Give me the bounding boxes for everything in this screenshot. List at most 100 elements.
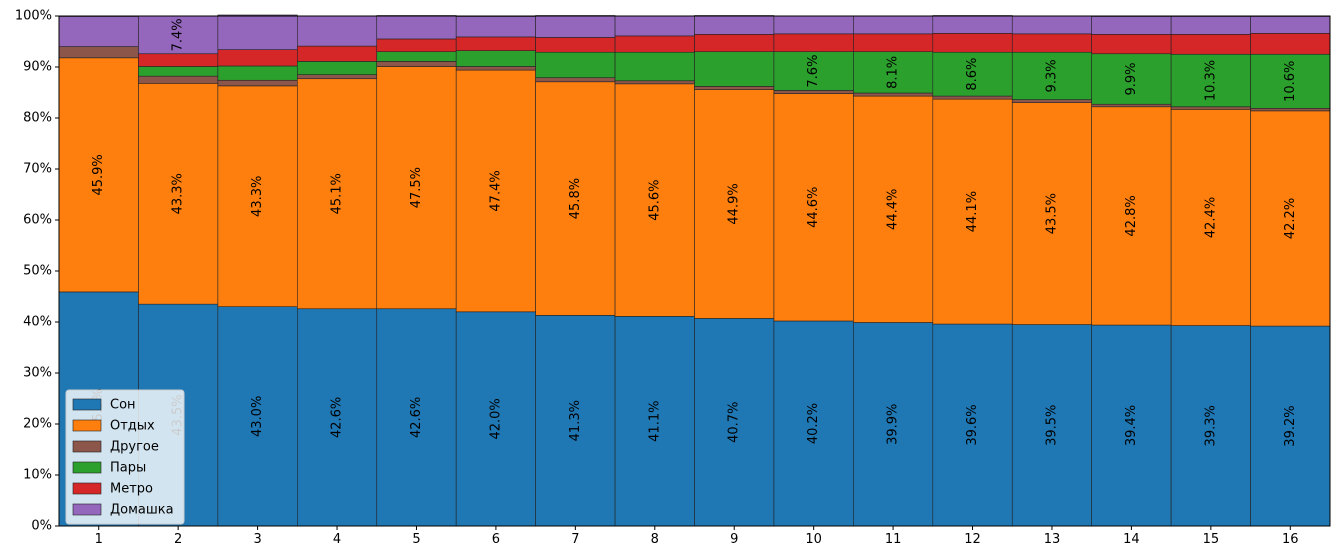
bar-segment (297, 15, 378, 47)
bar-segment (1170, 106, 1251, 110)
data-label: 9.3% (1044, 59, 1059, 92)
bar-segment (1091, 53, 1172, 105)
data-label: 40.7% (727, 402, 742, 443)
bar-segment (455, 311, 536, 527)
bar-segment (853, 15, 934, 35)
bar-segment (376, 61, 457, 67)
bar-segment (1011, 99, 1092, 103)
bar-segment (614, 51, 695, 82)
data-label: 42.6% (330, 397, 345, 438)
bar-segment (614, 35, 695, 53)
data-label: 44.4% (886, 189, 901, 230)
data-label: 9.9% (1124, 62, 1139, 95)
bar-segment (932, 51, 1013, 97)
x-tick-label: 2 (174, 532, 182, 547)
bar-segment (773, 15, 854, 35)
bar-segment (535, 15, 616, 38)
bar-segment (932, 98, 1013, 325)
data-label: 44.1% (965, 191, 980, 232)
bar-segment (455, 69, 536, 313)
bar-segment (1170, 34, 1251, 55)
bar-segment (1250, 33, 1331, 55)
data-label: 8.6% (965, 58, 980, 91)
data-label: 40.2% (806, 403, 821, 444)
data-label: 43.3% (171, 173, 186, 214)
data-label: 47.4% (488, 170, 503, 211)
y-tick-label: 40% (23, 315, 52, 330)
bar-segment (694, 86, 775, 90)
data-label: 45.6% (647, 179, 662, 220)
legend-label: Домашка (110, 503, 174, 518)
bar-segment (932, 33, 1013, 53)
y-tick-label: 60% (23, 213, 52, 228)
bar-segment (217, 14, 298, 50)
y-tick-label: 80% (23, 111, 52, 126)
y-tick-label: 0% (31, 519, 52, 534)
bar-segment (694, 89, 775, 319)
data-label: 10.6% (1283, 61, 1298, 102)
bar-segment (1091, 103, 1172, 108)
bar-segment (376, 38, 457, 53)
bar-segment (217, 49, 298, 67)
bars-layer (58, 14, 1331, 527)
bar-segment (1170, 325, 1251, 527)
bar-segment (535, 77, 616, 83)
data-label: 39.5% (1044, 405, 1059, 446)
x-tick-label: 8 (651, 532, 659, 547)
legend-label: Другое (110, 440, 159, 455)
bar-segment (58, 46, 139, 59)
data-label: 39.3% (1203, 405, 1218, 446)
bar-segment (1170, 53, 1251, 108)
bar-segment (297, 61, 378, 75)
bar-segment (455, 66, 536, 71)
bar-segment (614, 316, 695, 527)
bar-segment (297, 45, 378, 62)
bar-segment (376, 15, 457, 40)
bar-segment (138, 53, 219, 67)
bar-segment (58, 57, 139, 293)
bar-segment (853, 33, 934, 52)
x-tick-label: 11 (885, 532, 902, 547)
x-tick-label: 6 (492, 532, 500, 547)
bar-segment (217, 85, 298, 308)
bar-segment (535, 81, 616, 316)
bar-segment (1250, 16, 1331, 34)
x-tick-label: 15 (1203, 532, 1220, 547)
bar-segment (58, 16, 139, 47)
data-label: 10.3% (1203, 60, 1218, 101)
bar-segment (694, 15, 775, 35)
data-label: 8.1% (886, 56, 901, 89)
bar-segment (1011, 33, 1092, 53)
bar-segment (217, 65, 298, 81)
x-tick-label: 1 (95, 532, 103, 547)
x-tick-label: 13 (1044, 532, 1061, 547)
bar-segment (1170, 16, 1251, 35)
legend-label: Сон (110, 398, 136, 413)
data-label: 42.2% (1283, 198, 1298, 239)
legend: Сон Отдых Другое Пары Метро Домашка (65, 389, 185, 525)
data-label: 7.4% (171, 18, 186, 51)
y-tick-label: 70% (23, 162, 52, 177)
bar-segment (297, 74, 378, 80)
legend-swatch (72, 440, 102, 453)
legend-swatch (72, 503, 102, 516)
y-tick-label: 100% (15, 9, 52, 24)
data-label: 43.3% (250, 176, 265, 217)
bar-segment (138, 15, 219, 55)
bar-segment (376, 308, 457, 527)
legend-swatch (72, 482, 102, 495)
data-label: 47.5% (409, 167, 424, 208)
data-label: 45.8% (568, 178, 583, 219)
data-label: 42.8% (1124, 195, 1139, 236)
bar-segment (1091, 16, 1172, 35)
bar-segment (853, 92, 934, 97)
bar-segment (614, 15, 695, 37)
bar-segment (217, 79, 298, 87)
x-tick-label: 7 (571, 532, 579, 547)
legend-label: Пары (110, 461, 146, 476)
x-tick-label: 5 (412, 532, 420, 547)
legend-swatch (72, 398, 102, 411)
data-label: 42.0% (488, 398, 503, 439)
bar-segment (138, 75, 219, 84)
